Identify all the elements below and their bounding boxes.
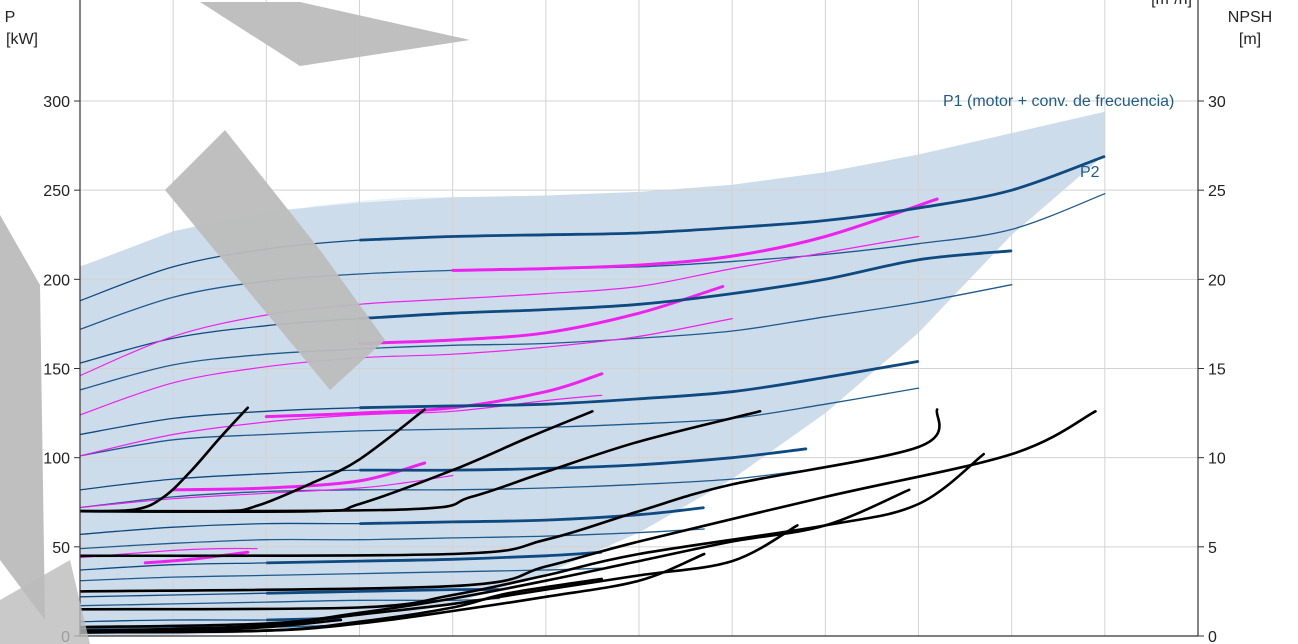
right-axis-title-line2: [m]	[1239, 31, 1261, 48]
p2-curve-3	[80, 469, 808, 509]
right-axis-title-line1: NPSH	[1228, 9, 1272, 26]
right-tick-label-6: 30	[1208, 94, 1226, 111]
right-tick-label-4: 20	[1208, 272, 1226, 289]
npsh-curve-7	[80, 488, 911, 629]
p1-curve-thick-5	[266, 550, 602, 565]
p1-curve-thick-0	[359, 154, 1106, 242]
right-tick-label-1: 5	[1208, 540, 1217, 557]
right-tick-label-2: 10	[1208, 451, 1226, 468]
p1-curve-thick-1	[359, 249, 1012, 320]
operating-region-dark	[80, 111, 1105, 636]
watermark-bar-top	[200, 2, 470, 66]
magenta-curve-1	[80, 318, 733, 416]
magenta-curve-2	[80, 394, 603, 457]
p1-curve-thick-4	[359, 506, 705, 525]
watermark-bar-left	[0, 215, 45, 620]
npsh-curve-5	[80, 410, 1097, 593]
watermark	[0, 2, 470, 644]
magenta-curve-thick-1	[358, 285, 725, 345]
npsh-curve-4	[80, 408, 941, 558]
magenta-curve-thick-0	[451, 197, 939, 272]
magenta-curve-thick-4	[143, 550, 250, 565]
right-tick-label-5: 25	[1208, 183, 1226, 200]
curves	[80, 154, 1106, 634]
left-tick-label-3: 150	[43, 362, 70, 379]
left-axis-title-line1: P	[5, 9, 16, 26]
magenta-curve-0	[80, 235, 920, 377]
p1-curve-thick-2	[359, 360, 919, 410]
p1-curve-thick-3	[359, 447, 807, 472]
npsh-curve-10	[80, 577, 603, 634]
left-tick-label-4: 200	[43, 272, 70, 289]
p2-curve-5	[80, 567, 603, 582]
npsh-curve-8	[80, 524, 799, 632]
left-axis-title-line2: [kW]	[6, 31, 38, 48]
axes: 050100150200250300051015202530	[43, 0, 1226, 644]
p2-curve-6	[80, 597, 500, 607]
magenta-curve-thick-3	[171, 461, 427, 492]
npsh-curve-11	[80, 618, 343, 634]
watermark-bar-middle	[165, 130, 385, 390]
left-tick-label-5: 250	[43, 183, 70, 200]
right-tick-label-3: 15	[1208, 362, 1226, 379]
annotation-p1: P1 (motor + conv. de frecuencia)	[943, 93, 1174, 110]
left-tick-label-1: 50	[52, 540, 70, 557]
left-tick-label-2: 100	[43, 451, 70, 468]
watermark-corner	[0, 560, 90, 644]
annotation-p2: P2	[1080, 164, 1100, 181]
npsh-curve-3	[80, 410, 762, 513]
top-unit-label: [m³/h]	[1151, 0, 1192, 8]
right-tick-label-0: 0	[1208, 629, 1217, 644]
npsh-curve-6	[80, 452, 985, 611]
p2-curve-1	[80, 284, 1013, 391]
magenta-curve-thick-2	[264, 372, 604, 419]
p2-curve-4	[80, 528, 705, 550]
left-tick-label-6: 300	[43, 94, 70, 111]
